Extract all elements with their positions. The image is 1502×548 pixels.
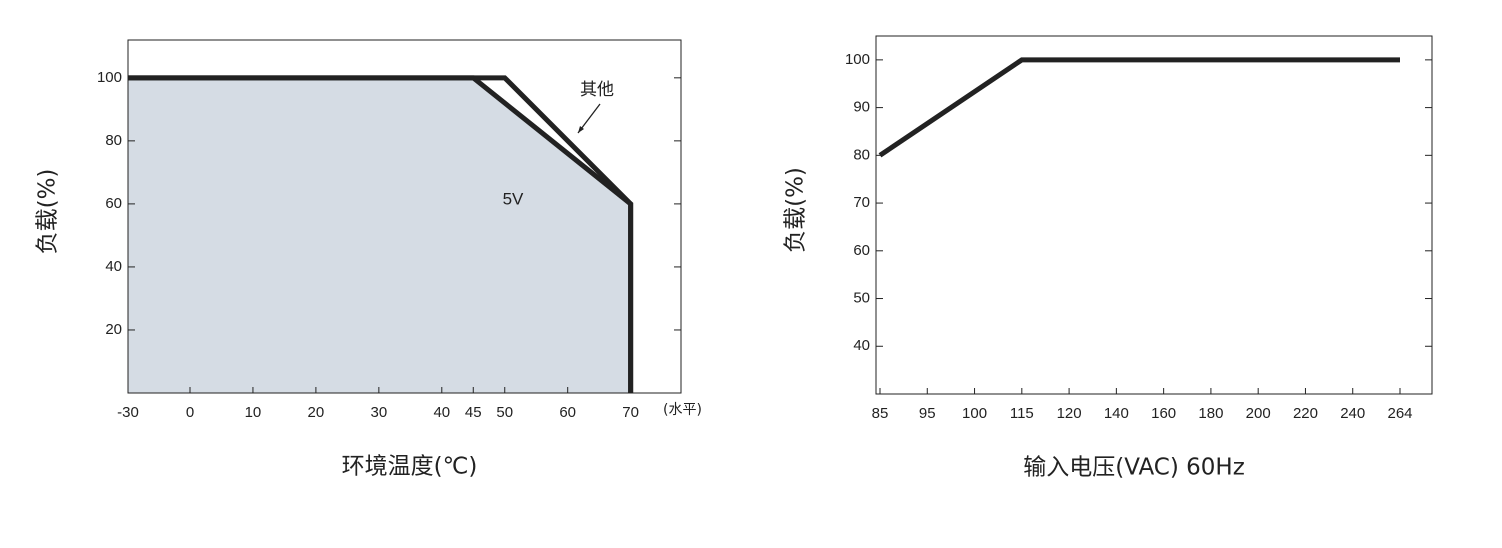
x-tick-label: 20 xyxy=(308,404,325,421)
y-tick-label: 60 xyxy=(853,242,870,259)
x-tick-label: 120 xyxy=(1057,405,1082,422)
y-tick-label: 40 xyxy=(105,258,122,275)
y-tick-label: 90 xyxy=(853,99,870,116)
plot-frame xyxy=(875,35,1433,395)
x-axis-label: 输入电压(VAC) 60Hz xyxy=(1023,455,1245,481)
y-tick-label: 80 xyxy=(853,146,870,163)
x-tick-label: 160 xyxy=(1151,405,1176,422)
series-line xyxy=(128,75,634,393)
y-axis-label: 负载(%) xyxy=(35,169,61,255)
x-unit-note: (水平) xyxy=(663,402,702,418)
y-tick-label: 70 xyxy=(853,194,870,211)
arrow-head xyxy=(578,126,584,133)
x-tick-label: 45 xyxy=(465,404,482,421)
area xyxy=(128,77,631,394)
x-tick-label: 220 xyxy=(1293,405,1318,422)
y-axis-label: 负载(%) xyxy=(783,167,809,253)
plot-frame xyxy=(127,39,682,394)
y-tick-label: 100 xyxy=(97,69,122,86)
y-tick-label: 40 xyxy=(853,337,870,354)
x-tick-label: 115 xyxy=(1010,405,1034,422)
x-tick-label: 240 xyxy=(1340,405,1365,422)
series-annotation: 5V xyxy=(503,189,524,208)
x-tick-label: -30 xyxy=(117,404,139,421)
x-tick-label: 0 xyxy=(186,404,194,421)
x-tick-label: 85 xyxy=(872,405,889,422)
x-tick-label: 100 xyxy=(962,405,987,422)
x-tick-label: 40 xyxy=(433,404,450,421)
y-tick-label: 50 xyxy=(853,290,870,307)
x-tick-label: 60 xyxy=(559,404,576,421)
x-tick-label: 50 xyxy=(496,404,513,421)
x-tick-label: 180 xyxy=(1198,405,1223,422)
series-line xyxy=(878,57,1400,158)
series-annotation: 其他 xyxy=(580,80,614,100)
x-tick-label: 30 xyxy=(371,404,388,421)
x-axis-label: 环境温度(℃) xyxy=(342,454,478,480)
y-tick-label: 100 xyxy=(845,51,870,68)
x-tick-label: 200 xyxy=(1246,405,1271,422)
x-tick-label: 95 xyxy=(919,405,936,422)
y-tick-label: 20 xyxy=(105,321,122,338)
x-tick-label: 264 xyxy=(1387,405,1412,422)
y-tick-label: 80 xyxy=(105,132,122,149)
x-tick-label: 70 xyxy=(622,404,639,421)
x-tick-label: 10 xyxy=(245,404,262,421)
x-tick-label: 140 xyxy=(1104,405,1129,422)
y-tick-label: 60 xyxy=(105,195,122,212)
